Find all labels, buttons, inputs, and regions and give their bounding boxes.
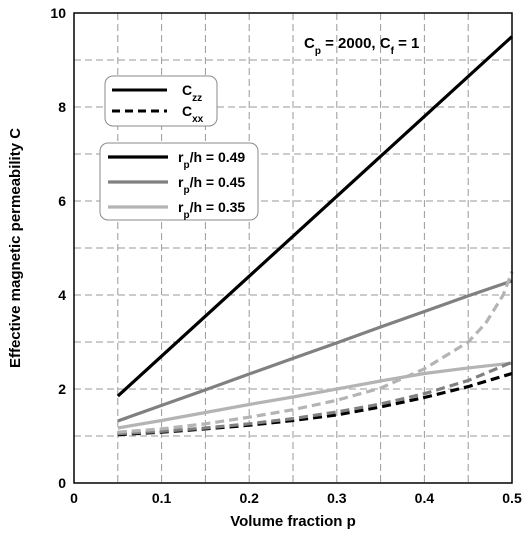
y-tick-label: 4 <box>58 287 66 303</box>
series-line-zz <box>117 279 513 423</box>
legend-label-ratio: rp/h = 0.45 <box>178 174 245 196</box>
series-line-xx <box>117 371 513 437</box>
legend-label-ratio: rp/h = 0.35 <box>178 199 245 221</box>
y-tick-label: 2 <box>58 381 66 397</box>
series-line-xx <box>117 360 513 436</box>
y-tick-label: 10 <box>50 5 66 21</box>
color-legend-box <box>99 142 259 221</box>
tick-labels: 0 0.1 0.2 0.3 0.4 0.5 0 2 4 6 8 10 <box>50 5 522 506</box>
y-tick-label: 8 <box>58 99 66 115</box>
x-tick-label: 0.5 <box>502 490 522 506</box>
legend-label-ratio: rp/h = 0.49 <box>178 149 245 171</box>
series-layer <box>116 35 514 437</box>
y-tick-label: 0 <box>58 475 66 491</box>
series-line-xx <box>117 270 514 434</box>
legend-label-zz: Czz <box>182 82 202 104</box>
y-tick-label: 6 <box>58 193 66 209</box>
x-tick-label: 0.1 <box>152 490 172 506</box>
plot-frame <box>73 12 513 484</box>
x-tick-label: 0 <box>70 490 78 506</box>
series-line-zz <box>117 361 513 430</box>
parameter-annotation: Cp = 2000, Cf = 1 <box>304 35 419 57</box>
x-tick-label: 0.2 <box>239 490 259 506</box>
annotation-text: Cp = 2000, Cf = 1 <box>304 35 419 57</box>
color-legend: rp/h = 0.49 rp/h = 0.45 rp/h = 0.35 <box>99 142 259 221</box>
series-line-zz <box>116 35 514 398</box>
x-tick-label: 0.3 <box>327 490 347 506</box>
legend-label-xx: Cxx <box>182 103 204 125</box>
x-tick-label: 0.4 <box>415 490 435 506</box>
x-axis-label: Volume fraction p <box>230 513 356 530</box>
y-axis-label: Effective magnetic permeability C <box>7 128 24 368</box>
